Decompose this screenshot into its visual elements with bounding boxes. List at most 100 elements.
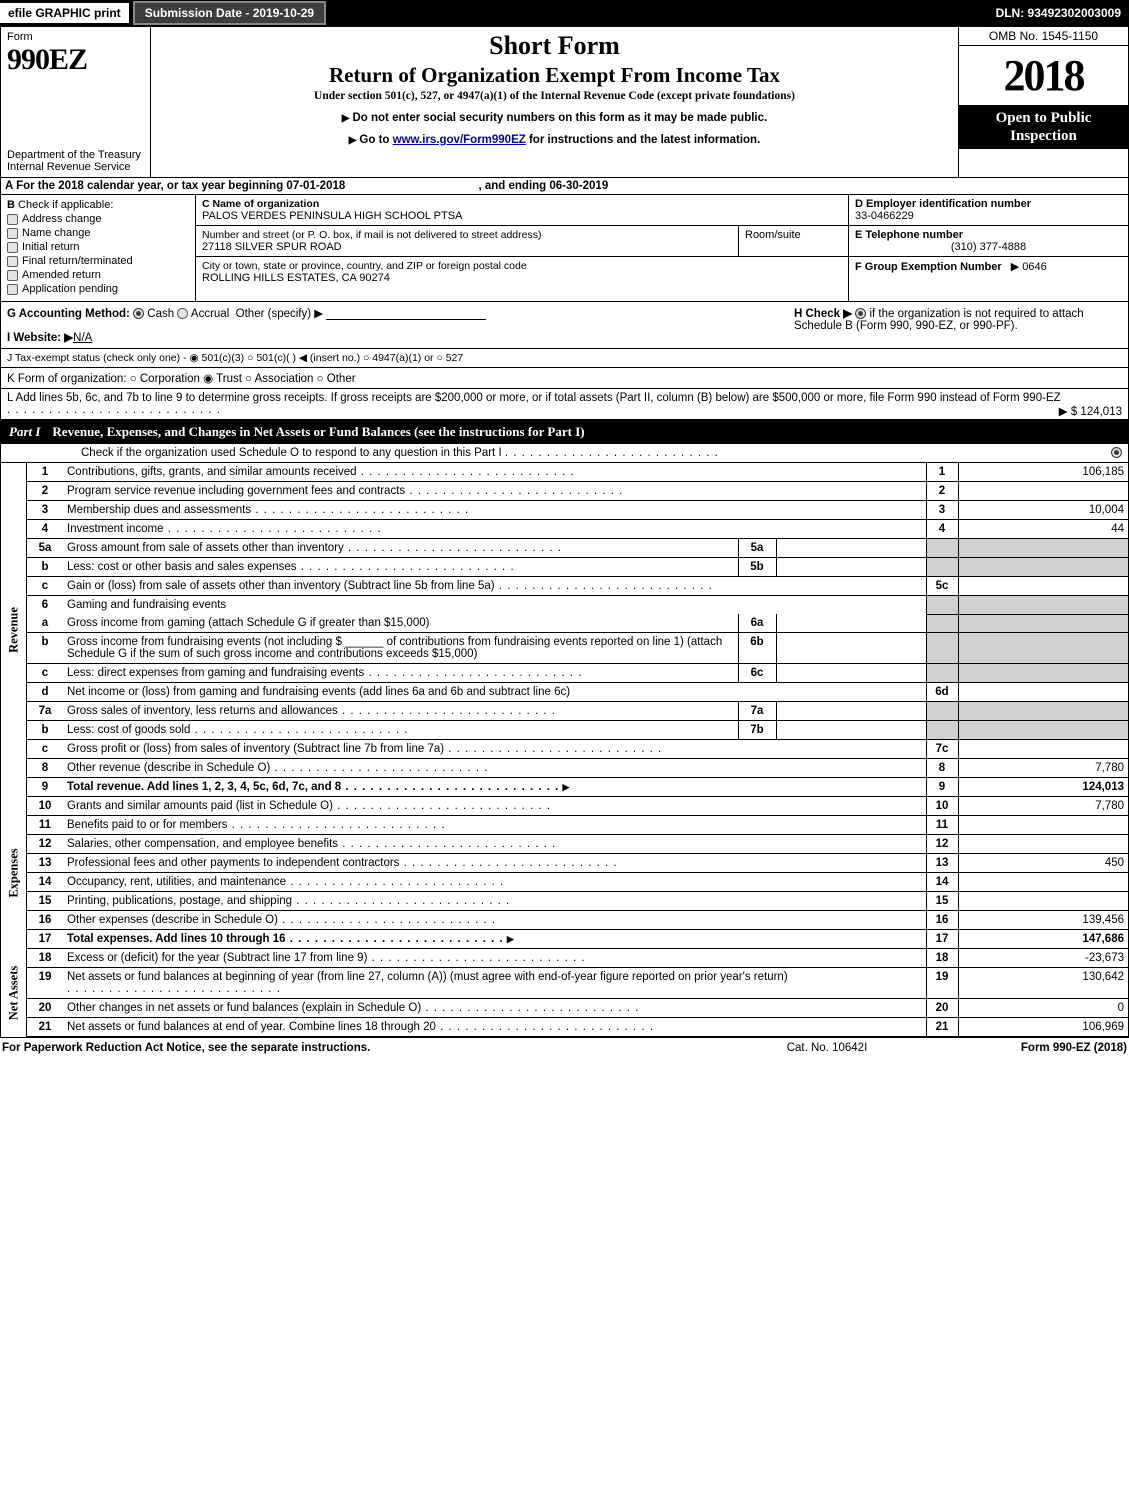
revenue-table: 1Contributions, gifts, grants, and simil…: [27, 463, 1128, 797]
line-9: 9Total revenue. Add lines 1, 2, 3, 4, 5c…: [27, 778, 1128, 797]
radio-cash[interactable]: [133, 308, 144, 319]
col-c: C Name of organization PALOS VERDES PENI…: [196, 195, 848, 301]
section-bcd: B Check if applicable: Address change Na…: [0, 195, 1129, 302]
tax-year-box: 2018: [959, 46, 1128, 105]
row-l: L Add lines 5b, 6c, and 7b to line 9 to …: [0, 389, 1129, 420]
revenue-block: Revenue 1Contributions, gifts, grants, a…: [0, 463, 1129, 797]
return-title: Return of Organization Exempt From Incom…: [157, 63, 952, 88]
chk-initial-return[interactable]: [7, 242, 18, 253]
f-group-label: F Group Exemption Number: [855, 261, 1002, 273]
part1-header: Part I Revenue, Expenses, and Changes in…: [0, 420, 1129, 444]
netassets-block: Net Assets 18Excess or (deficit) for the…: [0, 949, 1129, 1038]
line-1: 1Contributions, gifts, grants, and simil…: [27, 463, 1128, 482]
line-13: 13Professional fees and other payments t…: [27, 854, 1128, 873]
line-6c: cLess: direct expenses from gaming and f…: [27, 664, 1128, 683]
lbl-other: Other (specify) ▶: [236, 308, 323, 320]
line-19: 19Net assets or fund balances at beginni…: [27, 968, 1128, 999]
part1-check-text: Check if the organization used Schedule …: [81, 447, 502, 459]
lbl-cash: Cash: [147, 308, 174, 320]
chk-app-pending[interactable]: [7, 284, 18, 295]
chk-amended[interactable]: [7, 270, 18, 281]
period-a: A For the 2018 calendar year, or tax yea…: [5, 180, 345, 192]
e-tel-label: E Telephone number: [855, 229, 1122, 241]
row-k: K Form of organization: ○ Corporation ◉ …: [0, 368, 1129, 389]
footer-formref: Form 990-EZ (2018): [927, 1042, 1127, 1054]
chk-address-change[interactable]: [7, 214, 18, 225]
line-16: 16Other expenses (describe in Schedule O…: [27, 911, 1128, 930]
period-ending: , and ending 06-30-2019: [478, 180, 608, 192]
l-dots: [7, 404, 221, 416]
line-11: 11Benefits paid to or for members11: [27, 816, 1128, 835]
line-7b: bLess: cost of goods sold7b: [27, 721, 1128, 740]
expenses-table: 10Grants and similar amounts paid (list …: [27, 797, 1128, 949]
line-14: 14Occupancy, rent, utilities, and mainte…: [27, 873, 1128, 892]
form-header: Form 990EZ Department of the Treasury In…: [0, 26, 1129, 178]
line-3: 3Membership dues and assessments310,004: [27, 501, 1128, 520]
f-group-value: ▶ 0646: [1011, 261, 1047, 273]
footer-left: For Paperwork Reduction Act Notice, see …: [2, 1042, 727, 1054]
side-expenses-text: Expenses: [6, 848, 21, 897]
lbl-final-return: Final return/terminated: [22, 255, 133, 267]
part1-check: Check if the organization used Schedule …: [0, 444, 1129, 463]
radio-h[interactable]: [855, 308, 866, 319]
c-name-value: PALOS VERDES PENINSULA HIGH SCHOOL PTSA: [202, 210, 842, 222]
g-label: G Accounting Method:: [7, 308, 130, 320]
line-20: 20Other changes in net assets or fund ba…: [27, 999, 1128, 1018]
short-form-title: Short Form: [157, 31, 952, 61]
b-checklist: Address change Name change Initial retur…: [7, 213, 189, 295]
line-4: 4Investment income444: [27, 520, 1128, 539]
b-label: B: [7, 199, 15, 211]
line-5c: cGain or (loss) from sale of assets othe…: [27, 577, 1128, 596]
chk-name-change[interactable]: [7, 228, 18, 239]
part1-check-box[interactable]: [1111, 447, 1122, 458]
line-12: 12Salaries, other compensation, and empl…: [27, 835, 1128, 854]
c-street-value: 27118 SILVER SPUR ROAD: [202, 241, 732, 253]
irs-link[interactable]: www.irs.gov/Form990EZ: [393, 134, 526, 146]
part1-title: Revenue, Expenses, and Changes in Net As…: [52, 424, 584, 440]
lbl-accrual: Accrual: [191, 308, 229, 320]
dln: DLN: 93492302003009: [996, 6, 1129, 20]
c-city-label: City or town, state or province, country…: [202, 260, 842, 272]
b-check-if: Check if applicable:: [18, 199, 113, 211]
line-6b: bGross income from fundraising events (n…: [27, 633, 1128, 664]
chk-final-return[interactable]: [7, 256, 18, 267]
line-8: 8Other revenue (describe in Schedule O)8…: [27, 759, 1128, 778]
netassets-table: 18Excess or (deficit) for the year (Subt…: [27, 949, 1128, 1037]
line-21: 21Net assets or fund balances at end of …: [27, 1018, 1128, 1037]
room-label: Room/suite: [745, 229, 842, 241]
radio-accrual[interactable]: [177, 308, 188, 319]
form-word: Form: [7, 31, 144, 43]
topbar: efile GRAPHIC print Submission Date - 20…: [0, 0, 1129, 26]
omb-number: OMB No. 1545-1150: [959, 27, 1128, 46]
lbl-amended: Amended return: [22, 269, 101, 281]
dept-treasury: Department of the Treasury Internal Reve…: [7, 149, 144, 173]
line-7a: 7aGross sales of inventory, less returns…: [27, 702, 1128, 721]
note-goto-pre: Go to: [359, 134, 392, 146]
footer: For Paperwork Reduction Act Notice, see …: [0, 1038, 1129, 1058]
line-18: 18Excess or (deficit) for the year (Subt…: [27, 949, 1128, 968]
lbl-address-change: Address change: [22, 213, 102, 225]
h-label: H Check ▶: [794, 308, 852, 320]
note-goto-post: for instructions and the latest informat…: [526, 134, 761, 146]
line-6a: aGross income from gaming (attach Schedu…: [27, 614, 1128, 633]
expenses-block: Expenses 10Grants and similar amounts pa…: [0, 797, 1129, 949]
period-line: A For the 2018 calendar year, or tax yea…: [0, 178, 1129, 195]
part1-label: Part I: [9, 424, 40, 440]
i-label: I Website: ▶: [7, 332, 73, 344]
side-revenue: Revenue: [1, 463, 27, 797]
form-number: 990EZ: [7, 43, 144, 77]
col-d: D Employer identification number 33-0466…: [848, 195, 1128, 301]
line-10: 10Grants and similar amounts paid (list …: [27, 797, 1128, 816]
lbl-initial-return: Initial return: [22, 241, 79, 253]
line-6: 6Gaming and fundraising events: [27, 596, 1128, 615]
line-2: 2Program service revenue including gover…: [27, 482, 1128, 501]
line-15: 15Printing, publications, postage, and s…: [27, 892, 1128, 911]
row-h: H Check ▶ if the organization is not req…: [788, 302, 1128, 348]
e-tel-value: (310) 377-4888: [855, 241, 1122, 253]
part1-check-dots: [505, 447, 719, 459]
lbl-app-pending: Application pending: [22, 283, 118, 295]
tax-year: 2018: [1004, 51, 1084, 100]
c-street-label: Number and street (or P. O. box, if mail…: [202, 229, 732, 241]
submission-date: Submission Date - 2019-10-29: [133, 1, 326, 25]
other-blank[interactable]: [326, 308, 486, 320]
